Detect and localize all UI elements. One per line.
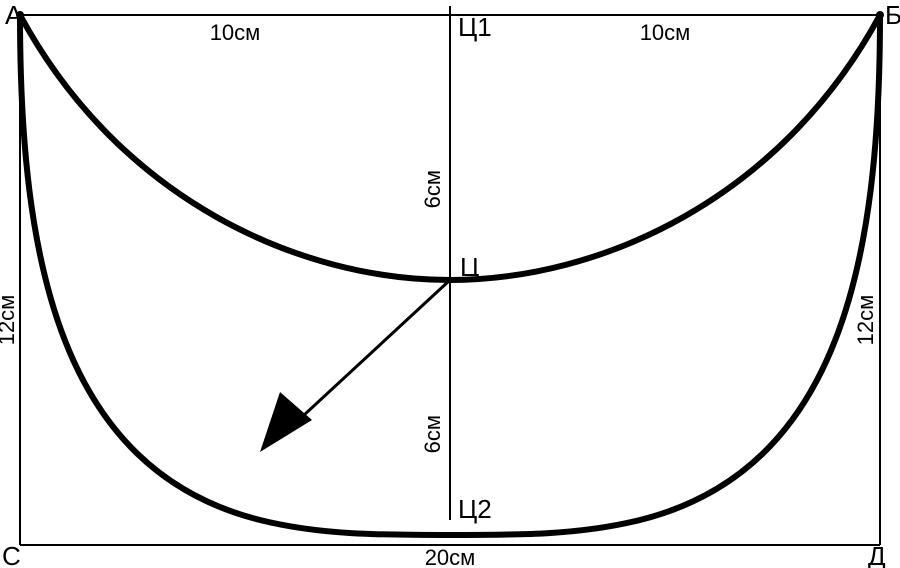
dim-top-right: 10см [640, 20, 691, 45]
label-C1: Ц1 [458, 12, 492, 42]
dim-top-left: 10см [210, 20, 261, 45]
label-B: Б [885, 0, 900, 30]
dim-mid-upper: 6см [420, 170, 445, 208]
dim-bottom: 20см [425, 545, 476, 568]
dim-left: 12см [0, 295, 19, 346]
dim-mid-lower: 6см [420, 415, 445, 453]
label-D: Д [868, 541, 886, 568]
pattern-diagram: А Б С Д Ц1 Ц Ц2 10см 10см 6см 6см 12см 1… [0, 0, 900, 568]
dim-right: 12см [853, 295, 878, 346]
label-C2: Ц2 [458, 494, 492, 524]
dimension-labels: 10см 10см 6см 6см 12см 12см 20см [0, 20, 878, 568]
label-CC: Ц [460, 252, 479, 282]
label-C: С [2, 541, 21, 568]
